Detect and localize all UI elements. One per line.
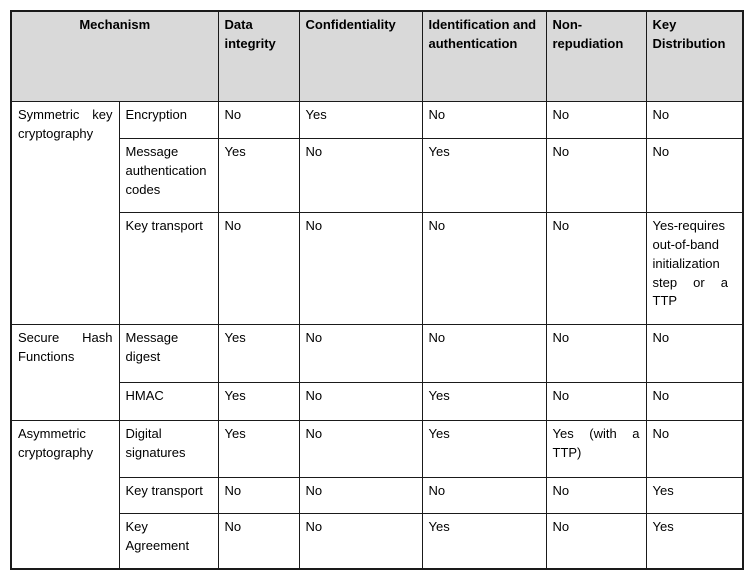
value-cell: Yes: [421, 420, 547, 478]
table-row: Secure Hash Functions Message digest Yes…: [10, 324, 744, 421]
mechanism-cell: HMAC: [118, 382, 219, 421]
value-cell: Yes-requires out-of-band initialization …: [645, 212, 744, 325]
value-cell: No: [545, 138, 647, 213]
mechanism-cell: Key transport: [118, 477, 219, 514]
value-cell: No: [645, 324, 744, 383]
value-cell: No: [421, 477, 547, 514]
value-cell: No: [298, 324, 423, 383]
header-cell-non-repudiation: Non-repudiation: [545, 10, 647, 102]
header-cell-identification-authentication: Identification and authentication: [421, 10, 547, 102]
crypto-mechanisms-table: Mechanism Data integrity Confidentiality…: [10, 10, 744, 570]
value-cell: No: [298, 212, 423, 325]
header-cell-key-distribution: Key Distribution: [645, 10, 744, 102]
value-cell: No: [545, 382, 647, 421]
value-cell: No: [545, 513, 647, 569]
value-cell: Yes: [645, 477, 744, 514]
category-cell-asymmetric: Asymmetric cryptography: [10, 420, 120, 569]
value-cell: No: [298, 513, 423, 569]
category-cell-symmetric: Symmetric key cryptography: [10, 101, 120, 325]
category-cell-secure-hash: Secure Hash Functions: [10, 324, 120, 421]
mechanism-cell: Digital signatures: [118, 420, 219, 478]
mechanism-cell: Encryption: [118, 101, 219, 139]
value-cell: No: [217, 101, 300, 139]
value-cell: No: [421, 101, 547, 139]
table-row: Symmetric key cryptography Encryption No…: [10, 101, 744, 325]
value-cell: Yes: [217, 324, 300, 383]
value-cell: Yes: [421, 138, 547, 213]
value-cell: No: [645, 101, 744, 139]
value-cell: No: [298, 420, 423, 478]
value-cell: Yes: [645, 513, 744, 569]
value-cell: No: [421, 212, 547, 325]
table-row: Message authentication codes Yes No Yes …: [11, 138, 744, 213]
value-cell: No: [545, 212, 647, 325]
value-cell: Yes (with a TTP): [545, 420, 647, 478]
value-cell: Yes: [217, 420, 300, 478]
mechanism-cell: Key transport: [118, 212, 219, 325]
value-cell: No: [545, 477, 647, 514]
table-row: Key transport No No No No Yes-requires o…: [11, 212, 744, 325]
header-cell-data-integrity: Data integrity: [217, 10, 300, 102]
value-cell: No: [217, 477, 300, 514]
value-cell: No: [298, 382, 423, 421]
value-cell: No: [545, 101, 647, 139]
table-row: Key Agreement No No Yes No Yes: [11, 513, 744, 569]
value-cell: No: [421, 324, 547, 383]
value-cell: No: [645, 382, 744, 421]
table-row: Asymmetric cryptography Digital signatur…: [10, 420, 744, 569]
value-cell: Yes: [217, 382, 300, 421]
mechanism-cell: Message authentication codes: [118, 138, 219, 213]
table-row: HMAC Yes No Yes No No: [11, 382, 744, 421]
value-cell: No: [217, 212, 300, 325]
value-cell: Yes: [217, 138, 300, 213]
value-cell: Yes: [298, 101, 423, 139]
header-cell-confidentiality: Confidentiality: [298, 10, 423, 102]
value-cell: No: [645, 138, 744, 213]
table-row: Key transport No No No No Yes: [11, 477, 744, 514]
header-row: Mechanism Data integrity Confidentiality…: [10, 10, 744, 102]
header-cell-mechanism: Mechanism: [10, 10, 219, 102]
value-cell: No: [645, 420, 744, 478]
mechanism-cell: Key Agreement: [118, 513, 219, 569]
value-cell: Yes: [421, 382, 547, 421]
value-cell: Yes: [421, 513, 547, 569]
value-cell: No: [545, 324, 647, 383]
value-cell: No: [298, 138, 423, 213]
mechanism-cell: Message digest: [118, 324, 219, 383]
value-cell: No: [217, 513, 300, 569]
value-cell: No: [298, 477, 423, 514]
